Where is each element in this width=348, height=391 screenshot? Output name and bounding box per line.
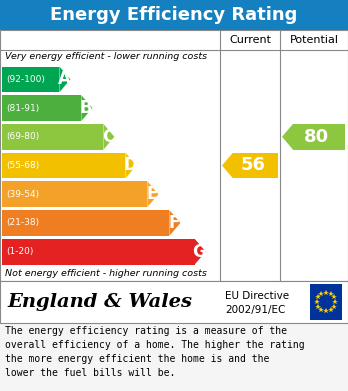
Bar: [2, 181, 148, 207]
Text: 56: 56: [240, 156, 266, 174]
Text: (92-100): (92-100): [6, 75, 45, 84]
Bar: [293, 124, 345, 150]
Bar: [2, 66, 60, 92]
Text: (55-68): (55-68): [6, 161, 39, 170]
Bar: [2, 95, 81, 121]
Bar: [0, 0, 348, 30]
Text: (69-80): (69-80): [6, 132, 39, 141]
Text: F: F: [168, 214, 180, 232]
Bar: [2, 152, 125, 178]
Bar: [2, 239, 195, 264]
Text: D: D: [123, 156, 137, 174]
Text: EU Directive: EU Directive: [225, 291, 289, 301]
Text: 2002/91/EC: 2002/91/EC: [225, 305, 285, 315]
Text: (1-20): (1-20): [6, 247, 33, 256]
Text: England & Wales: England & Wales: [7, 293, 192, 311]
Polygon shape: [282, 124, 293, 150]
Text: (81-91): (81-91): [6, 104, 39, 113]
Polygon shape: [169, 210, 180, 236]
Bar: [0, 30, 348, 281]
Text: (21-38): (21-38): [6, 219, 39, 228]
Text: The energy efficiency rating is a measure of the
overall efficiency of a home. T: The energy efficiency rating is a measur…: [5, 326, 304, 378]
Text: G: G: [192, 243, 206, 261]
Bar: [233, 152, 278, 178]
Polygon shape: [125, 152, 136, 178]
Text: Very energy efficient - lower running costs: Very energy efficient - lower running co…: [5, 52, 207, 61]
Polygon shape: [81, 95, 93, 121]
Bar: [2, 210, 169, 236]
Text: Not energy efficient - higher running costs: Not energy efficient - higher running co…: [5, 269, 207, 278]
Text: B: B: [80, 99, 92, 117]
Text: (39-54): (39-54): [6, 190, 39, 199]
Bar: [310, 284, 342, 320]
Text: E: E: [146, 185, 158, 203]
Text: Energy Efficiency Rating: Energy Efficiency Rating: [50, 6, 298, 24]
Polygon shape: [103, 124, 114, 150]
Polygon shape: [148, 181, 158, 207]
Polygon shape: [60, 66, 70, 92]
Polygon shape: [222, 152, 233, 178]
Bar: [0, 281, 348, 323]
Text: Potential: Potential: [290, 35, 339, 45]
Text: 80: 80: [304, 128, 329, 146]
Text: A: A: [57, 70, 70, 88]
Text: C: C: [102, 128, 114, 146]
Text: Current: Current: [229, 35, 271, 45]
Polygon shape: [195, 239, 206, 264]
Bar: [2, 124, 103, 150]
